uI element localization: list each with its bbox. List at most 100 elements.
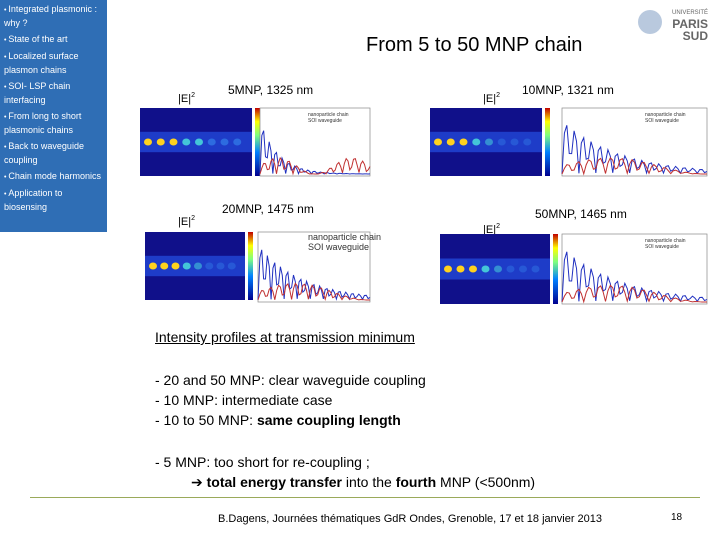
hot-spot [456,265,465,273]
hot-spot [227,262,236,270]
text-run: total energy transfer [206,474,342,490]
hot-spot [510,138,519,146]
slide-title: From 5 to 50 MNP chain [366,34,583,56]
field-label: |E|2 [483,223,500,236]
footer-rule [30,497,700,498]
text-line: - 5 MNP: too short for re-coupling ; [155,452,535,472]
hot-spot [207,138,216,146]
sidebar-item: From long to short plasmonic chains [4,110,103,137]
hot-spot [506,265,515,273]
hot-spot [481,265,490,273]
text-run: - 10 MNP: intermediate case [155,392,333,408]
hot-spot [233,138,242,146]
field-power: 2 [191,215,195,222]
field: |E| [178,93,191,105]
hot-spot [220,138,229,146]
conclusion: - 5 MNP: too short for re-coupling ; ➔ to… [155,452,535,492]
hot-spot [519,265,527,273]
text-line: - 10 to 50 MNP: same coupling length [155,410,426,430]
panel-title: 10MNP, 1321 nm [522,83,614,97]
text-line: ➔ total energy transfer into the fourth … [155,472,535,492]
logo-text: SUD [682,29,709,43]
hot-spot [469,265,477,273]
legend-entry: nanoparticle chain [645,112,686,118]
hot-spot [156,138,165,146]
caption: Intensity profiles at transmission minim… [155,329,415,345]
chain-curve [561,251,708,303]
hot-spot [216,262,225,270]
sidebar-item: State of the art [4,33,103,47]
hot-spot [149,262,157,270]
logo: UNIVERSITÉ PARIS SUD [672,8,708,42]
text-run: into the [342,474,396,490]
colorbar [553,234,558,304]
text-run: ➔ [191,474,207,490]
text-line: - 10 MNP: intermediate case [155,390,426,410]
hot-spot [485,138,493,146]
waveguide-curve [257,282,371,302]
hot-spot [205,262,214,270]
panel-title: 5MNP, 1325 nm [228,83,313,97]
sidebar-item: Integrated plasmonic : why ? [4,3,103,30]
colorbar [255,108,260,176]
waveguide-curve [561,284,708,304]
field: |E| [178,216,191,228]
panel-title: 20MNP, 1475 nm [222,202,314,216]
sidebar-item: SOI- LSP chain interfacing [4,80,103,107]
waveguide-curve [259,156,371,176]
hot-spot [144,138,152,146]
logo-mark [638,10,662,34]
sidebar-item: Chain mode harmonics [4,170,103,184]
field: |E| [483,93,496,105]
sidebar-item: Application to biosensing [4,187,103,214]
colorbar [248,232,253,300]
field-label: |E|2 [178,92,195,105]
field-power: 2 [496,92,500,99]
field-label: |E|2 [178,215,195,228]
hot-spot [472,138,481,146]
field-power: 2 [191,92,195,99]
hot-spot [459,138,468,146]
hot-spot [195,138,203,146]
waveguide-curve [561,156,708,176]
hot-spot [494,265,502,273]
hot-spot [169,138,178,146]
text-run: MNP (<500nm) [436,474,536,490]
colorbar [545,108,550,176]
legend-entry: SOI waveguide [645,244,679,250]
sidebar-item: Localized surface plasmon chains [4,50,103,77]
page-number: 18 [671,512,683,523]
hot-spot [497,138,506,146]
legend-entry: SOI waveguide [645,118,679,124]
text-run: - 5 MNP: too short for re-coupling ; [155,454,370,470]
chain-curve [257,249,371,301]
panel-title: 50MNP, 1465 nm [535,207,627,221]
footer-text: B.Dagens, Journées thématiques GdR Ondes… [218,513,603,525]
text-line: - 20 and 50 MNP: clear waveguide couplin… [155,370,426,390]
legend-entry: nanoparticle chain [308,112,349,118]
text-run: - 10 to 50 MNP: [155,412,257,428]
hot-spot [182,138,191,146]
legend-entry: SOI waveguide [308,118,342,124]
sidebar: Integrated plasmonic : why ? State of the… [0,0,107,232]
text-run: same coupling length [256,412,401,428]
hot-spot [446,138,455,146]
hot-spot [444,265,452,273]
legend-entry: SOI waveguide [308,242,369,252]
text-run: - 20 and 50 MNP: clear waveguide couplin… [155,372,426,388]
hot-spot [160,262,169,270]
bullets: - 20 and 50 MNP: clear waveguide couplin… [155,370,426,430]
hot-spot [171,262,180,270]
field-label: |E|2 [483,92,500,105]
field: |E| [483,224,496,236]
chain-curve [561,125,708,175]
hot-spot [434,138,442,146]
field-power: 2 [496,223,500,230]
legend-entry: nanoparticle chain [308,232,381,242]
text-run: fourth [395,474,437,490]
sidebar-item: Back to waveguide coupling [4,140,103,167]
logo-text: PARIS [672,17,709,31]
hot-spot [182,262,191,270]
hot-spot [194,262,202,270]
